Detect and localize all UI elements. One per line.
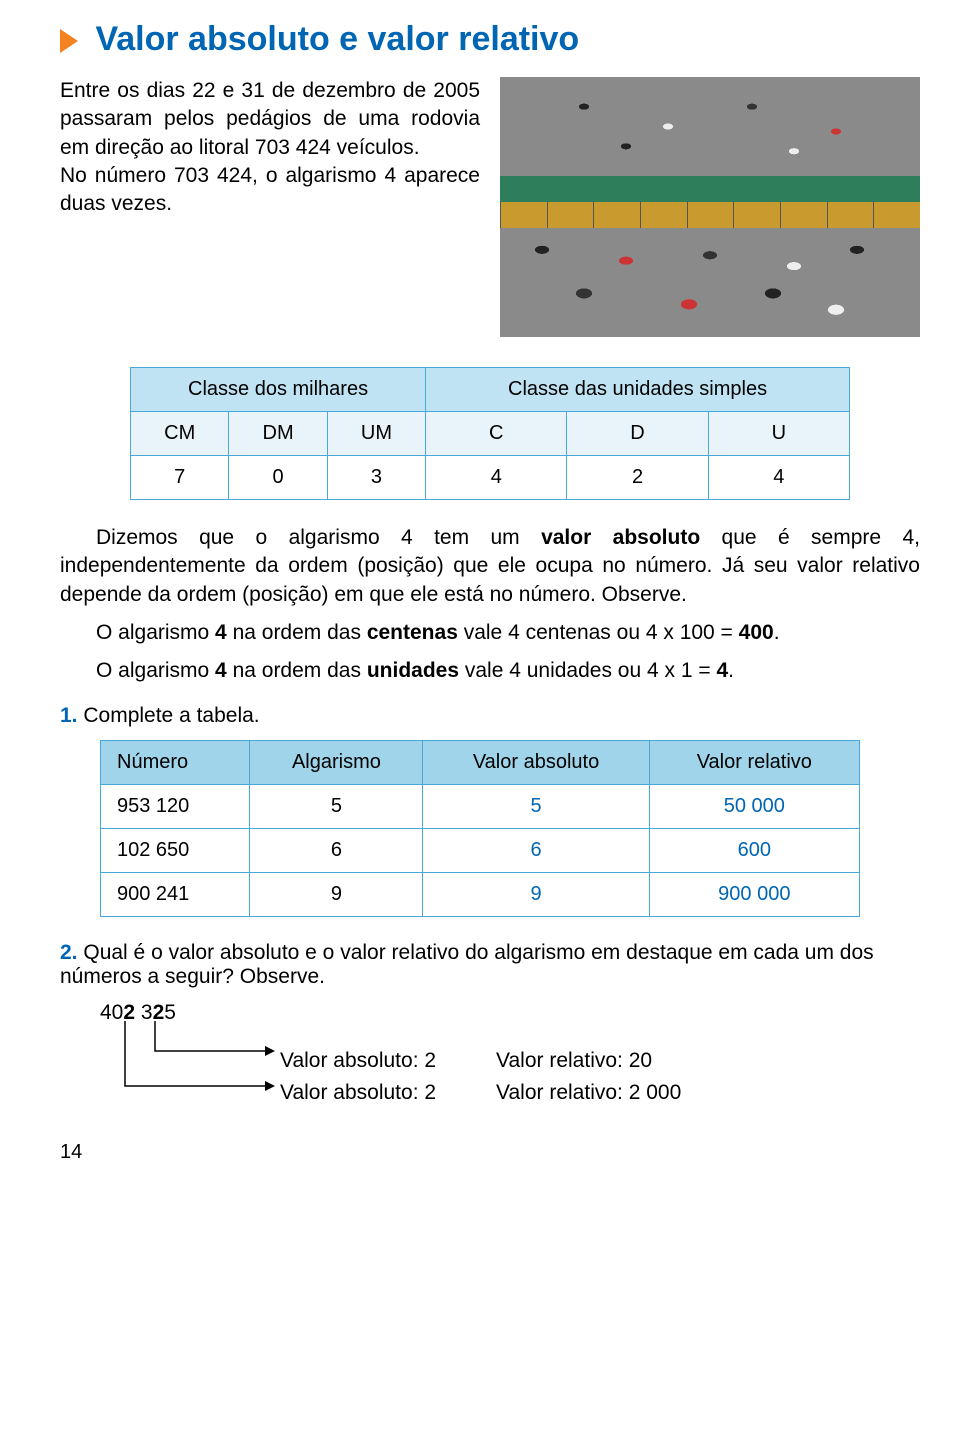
pv-digit: 4 xyxy=(708,456,849,500)
q2-block: 402 325 Valor absoluto: 2 Valor relativo… xyxy=(100,1001,920,1121)
ex-rel: 50 000 xyxy=(649,784,859,828)
ex-abs: 5 xyxy=(423,784,649,828)
q1-num: 1. xyxy=(60,704,78,727)
ex-abs: 6 xyxy=(423,828,649,872)
ex-alg: 6 xyxy=(250,828,423,872)
table-row: 102 650 6 6 600 xyxy=(101,828,860,872)
q2-rel2: Valor relativo: 2 000 xyxy=(496,1081,681,1105)
pv-digit: 2 xyxy=(567,456,708,500)
intro-p2: No número 703 424, o algarismo 4 aparece… xyxy=(60,162,480,219)
q2-text: Qual é o valor absoluto e o valor relati… xyxy=(60,941,874,988)
toll-photo xyxy=(500,77,920,337)
pv-col-header: D xyxy=(567,412,708,456)
ex-numero: 102 650 xyxy=(101,828,250,872)
ex-rel: 900 000 xyxy=(649,872,859,916)
intro-p1: Entre os dias 22 e 31 de dezembro de 200… xyxy=(60,77,480,162)
ex-alg: 9 xyxy=(250,872,423,916)
q1-text: Complete a tabela. xyxy=(83,704,259,727)
explain-p3: O algarismo 4 na ordem das unidades vale… xyxy=(60,657,920,685)
ex-th: Valor relativo xyxy=(649,740,859,784)
bullet-icon xyxy=(60,29,78,53)
pv-col-header: U xyxy=(708,412,849,456)
q2-abs2: Valor absoluto: 2 xyxy=(280,1081,436,1105)
table-row: 900 241 9 9 900 000 xyxy=(101,872,860,916)
page-title: Valor absoluto e valor relativo xyxy=(60,20,920,59)
pv-col-header: UM xyxy=(327,412,425,456)
place-value-table: Classe dos milhares Classe das unidades … xyxy=(130,367,850,500)
table-row: 953 120 5 5 50 000 xyxy=(101,784,860,828)
explain-p2: O algarismo 4 na ordem das centenas vale… xyxy=(60,619,920,647)
page-number: 14 xyxy=(60,1141,920,1164)
ex-rel: 600 xyxy=(649,828,859,872)
pv-group-header: Classe das unidades simples xyxy=(426,368,850,412)
title-text: Valor absoluto e valor relativo xyxy=(95,20,579,58)
ex-th: Algarismo xyxy=(250,740,423,784)
pv-col-header: DM xyxy=(229,412,327,456)
bracket-diagram: Valor absoluto: 2 Valor relativo: 20 Val… xyxy=(160,1031,920,1121)
pv-col-header: CM xyxy=(131,412,229,456)
intro-text: Entre os dias 22 e 31 de dezembro de 200… xyxy=(60,77,480,337)
q2-prompt: 2. Qual é o valor absoluto e o valor rel… xyxy=(60,941,920,989)
q1-prompt: 1. Complete a tabela. xyxy=(60,704,920,728)
pv-col-header: C xyxy=(426,412,567,456)
ex-alg: 5 xyxy=(250,784,423,828)
q2-abs1: Valor absoluto: 2 xyxy=(280,1049,436,1073)
ex-abs: 9 xyxy=(423,872,649,916)
pv-digit: 4 xyxy=(426,456,567,500)
ex-th: Valor absoluto xyxy=(423,740,649,784)
pv-group-header: Classe dos milhares xyxy=(131,368,426,412)
exercise-table: Número Algarismo Valor absoluto Valor re… xyxy=(100,740,860,917)
ex-th: Número xyxy=(101,740,250,784)
arrow-icon xyxy=(120,1021,300,1121)
intro-row: Entre os dias 22 e 31 de dezembro de 200… xyxy=(60,77,920,337)
ex-numero: 953 120 xyxy=(101,784,250,828)
q2-num: 2. xyxy=(60,941,78,964)
explain-p1: Dizemos que o algarismo 4 tem um valor a… xyxy=(60,524,920,609)
q2-rel1: Valor relativo: 20 xyxy=(496,1049,652,1073)
pv-digit: 0 xyxy=(229,456,327,500)
ex-numero: 900 241 xyxy=(101,872,250,916)
pv-digit: 3 xyxy=(327,456,425,500)
pv-digit: 7 xyxy=(131,456,229,500)
